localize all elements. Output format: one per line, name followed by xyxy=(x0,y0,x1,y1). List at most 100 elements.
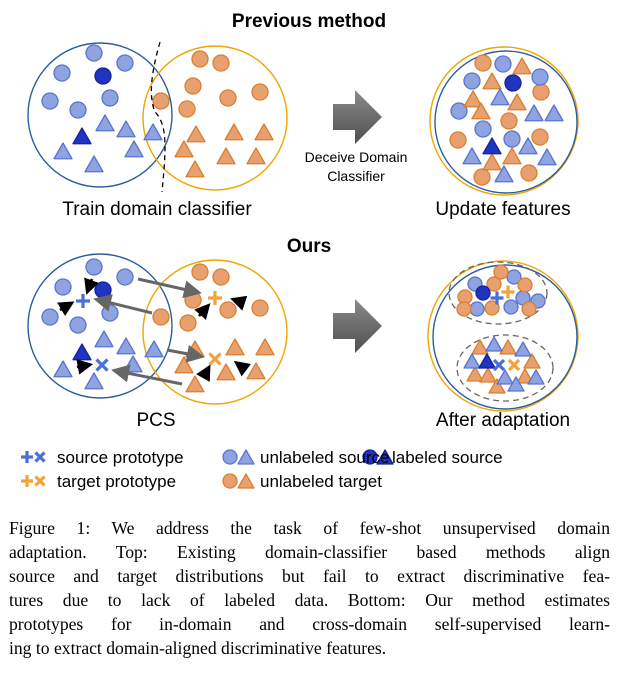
prototype-cross-icon xyxy=(34,451,46,463)
labeled-source-triangle xyxy=(478,353,496,369)
unlabeled-target-circle xyxy=(191,263,209,281)
in-domain-arrow xyxy=(230,295,248,311)
unlabeled-target-circle xyxy=(521,301,537,317)
cross-domain-arrow xyxy=(93,294,153,315)
bottom-title: Ours xyxy=(287,236,331,257)
unlabeled-source-triangle xyxy=(507,376,525,392)
unlabeled-target-triangle xyxy=(185,375,205,393)
unlabeled-source-circle xyxy=(116,268,134,286)
unlabeled-source-circle xyxy=(503,130,521,148)
in-domain-arrow xyxy=(194,303,211,320)
unlabeled-source-triangle xyxy=(237,449,255,465)
unlabeled-source-circle xyxy=(41,92,59,110)
unlabeled-source-triangle xyxy=(84,155,104,173)
cross-domain-arrow xyxy=(166,344,205,363)
unlabeled-target-triangle xyxy=(174,140,194,158)
unlabeled-target-circle xyxy=(212,54,230,72)
unlabeled-target-circle xyxy=(486,276,502,292)
caption-line: adaptation. Top: Existing domain-classif… xyxy=(9,542,610,562)
unlabeled-source-triangle xyxy=(94,330,114,348)
unlabeled-source-circle xyxy=(506,269,522,285)
prototype-plus-icon xyxy=(76,294,90,308)
unlabeled-target-triangle xyxy=(488,378,506,394)
panel-update-features xyxy=(429,46,579,196)
caption-line: source and target distributions but fail… xyxy=(9,566,610,586)
unlabeled-target-triangle xyxy=(246,147,266,165)
unlabeled-target-triangle xyxy=(237,473,255,489)
unlabeled-source-triangle xyxy=(462,147,482,165)
unlabeled-source-circle xyxy=(222,449,238,465)
unlabeled-target-triangle xyxy=(512,57,532,75)
unlabeled-target-triangle xyxy=(254,123,274,141)
unlabeled-source-triangle xyxy=(485,336,503,352)
unlabeled-target-triangle xyxy=(507,93,527,111)
unlabeled-target-triangle xyxy=(471,339,489,355)
unlabeled-target-circle xyxy=(532,83,550,101)
cluster-ellipse xyxy=(448,261,548,325)
panel-pcs xyxy=(27,253,288,405)
source-domain-circle xyxy=(27,253,173,399)
unlabeled-target-circle xyxy=(222,473,238,489)
deceive-label-line2: Classifier xyxy=(327,168,385,184)
unlabeled-source-circle xyxy=(101,304,119,322)
unlabeled-target-circle xyxy=(500,112,518,130)
unlabeled-target-circle xyxy=(219,301,237,319)
unlabeled-source-triangle xyxy=(514,341,532,357)
labeled-source-circle xyxy=(94,67,112,85)
labeled-source-triangle xyxy=(482,137,502,155)
unlabeled-source-triangle xyxy=(116,337,136,355)
deceive-label-line1: Deceive Domain xyxy=(305,149,408,165)
unlabeled-target-triangle xyxy=(482,72,502,90)
unlabeled-source-circle xyxy=(101,89,119,107)
legend-label: target prototype xyxy=(57,472,176,491)
unlabeled-source-circle xyxy=(69,101,87,119)
source-domain-circle xyxy=(434,50,578,194)
unlabeled-target-triangle xyxy=(482,153,502,171)
target-domain-circle xyxy=(429,46,579,196)
legend-label: labeled source xyxy=(392,448,503,467)
unlabeled-source-triangle xyxy=(494,165,514,183)
unlabeled-source-circle xyxy=(116,54,134,72)
unlabeled-target-triangle xyxy=(185,160,205,178)
prototype-plus-icon xyxy=(208,291,222,305)
unlabeled-source-circle xyxy=(54,278,72,296)
unlabeled-target-circle xyxy=(251,83,269,101)
after-adaptation-label: After adaptation xyxy=(436,410,570,431)
prototype-cross-icon xyxy=(34,475,46,487)
unlabeled-target-circle xyxy=(179,314,197,332)
unlabeled-source-triangle xyxy=(143,123,163,141)
caption-line: tures due to lack of labeled data. Botto… xyxy=(9,590,610,610)
unlabeled-source-triangle xyxy=(124,140,144,158)
caption-line: prototypes for in-domain and cross-domai… xyxy=(9,614,610,634)
unlabeled-target-triangle xyxy=(471,102,491,120)
unlabeled-source-circle xyxy=(53,64,71,82)
unlabeled-source-triangle xyxy=(527,369,545,385)
unlabeled-source-triangle xyxy=(518,137,538,155)
unlabeled-target-triangle xyxy=(174,356,194,374)
top-title: Previous method xyxy=(232,11,386,32)
unlabeled-target-triangle xyxy=(224,123,244,141)
unlabeled-target-circle xyxy=(517,277,533,293)
unlabeled-target-circle xyxy=(184,77,202,95)
update-features-label: Update features xyxy=(435,199,570,220)
unlabeled-target-circle xyxy=(219,89,237,107)
unlabeled-source-triangle xyxy=(53,360,73,378)
prototype-cross-icon xyxy=(507,358,521,372)
unlabeled-target-circle xyxy=(449,131,467,149)
unlabeled-source-triangle xyxy=(490,88,510,106)
unlabeled-target-circle xyxy=(520,164,538,182)
target-domain-circle xyxy=(142,45,288,191)
panel-train-domain-classifier xyxy=(27,41,288,193)
unlabeled-target-triangle xyxy=(466,366,484,382)
unlabeled-source-triangle xyxy=(116,120,136,138)
prototype-plus-icon xyxy=(21,451,33,463)
target-domain-circle xyxy=(427,260,579,412)
unlabeled-source-triangle xyxy=(144,340,164,358)
unlabeled-target-circle xyxy=(531,128,549,146)
unlabeled-target-circle xyxy=(178,100,196,118)
target-domain-circle xyxy=(142,259,288,405)
prototype-cross-icon xyxy=(492,358,506,372)
unlabeled-target-triangle xyxy=(186,125,206,143)
unlabeled-source-circle xyxy=(463,72,481,90)
prototype-plus-icon xyxy=(490,291,504,305)
